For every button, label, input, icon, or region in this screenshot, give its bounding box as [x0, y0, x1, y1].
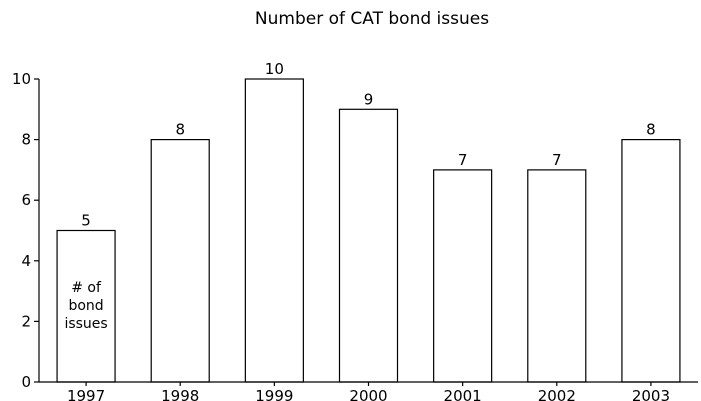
y-tick-label: 10	[12, 70, 31, 88]
data-label-1998: 8	[175, 121, 185, 139]
data-label-2001: 7	[458, 151, 468, 169]
x-tick-label-2000: 2000	[349, 387, 387, 401]
x-tick-label-1998: 1998	[161, 387, 199, 401]
bar-2000	[338, 108, 399, 383]
x-tick-label-1999: 1999	[255, 387, 293, 401]
y-tick-label: 6	[21, 191, 31, 209]
y-axis-ticks: 0 2 4 6 8 10	[12, 70, 39, 391]
y-tick-label: 4	[21, 252, 31, 270]
in-bar-annotation: # of bond issues	[64, 280, 107, 332]
bar-1999	[244, 78, 304, 383]
data-label-1999: 10	[265, 60, 284, 78]
data-label-1997: 5	[81, 212, 91, 230]
annotation-line: issues	[64, 316, 107, 332]
y-tick-label: 8	[21, 131, 31, 149]
x-tick-label-2002: 2002	[538, 387, 576, 401]
x-axis-ticks: 1997 1998 1999 2000 2001 2002 2003	[67, 382, 670, 401]
chart-title: Number of CAT bond issues	[255, 9, 489, 29]
data-labels-group: 5 8 10 9 7 7 8	[81, 60, 655, 230]
x-tick-label-2001: 2001	[444, 387, 482, 401]
annotation-line: # of	[71, 280, 102, 296]
bar-2001	[433, 169, 493, 383]
bars-group	[56, 78, 681, 383]
bar-2002	[527, 169, 587, 383]
data-label-2002: 7	[552, 151, 562, 169]
data-label-2000: 9	[364, 90, 374, 108]
annotation-line: bond	[68, 298, 103, 314]
bar-1998	[150, 139, 210, 383]
y-tick-label: 2	[21, 312, 31, 330]
data-label-2003: 8	[646, 121, 656, 139]
x-tick-label-1997: 1997	[67, 387, 105, 401]
x-tick-label-2003: 2003	[632, 387, 670, 401]
bar-2003	[621, 139, 681, 383]
y-tick-label: 0	[21, 373, 31, 391]
